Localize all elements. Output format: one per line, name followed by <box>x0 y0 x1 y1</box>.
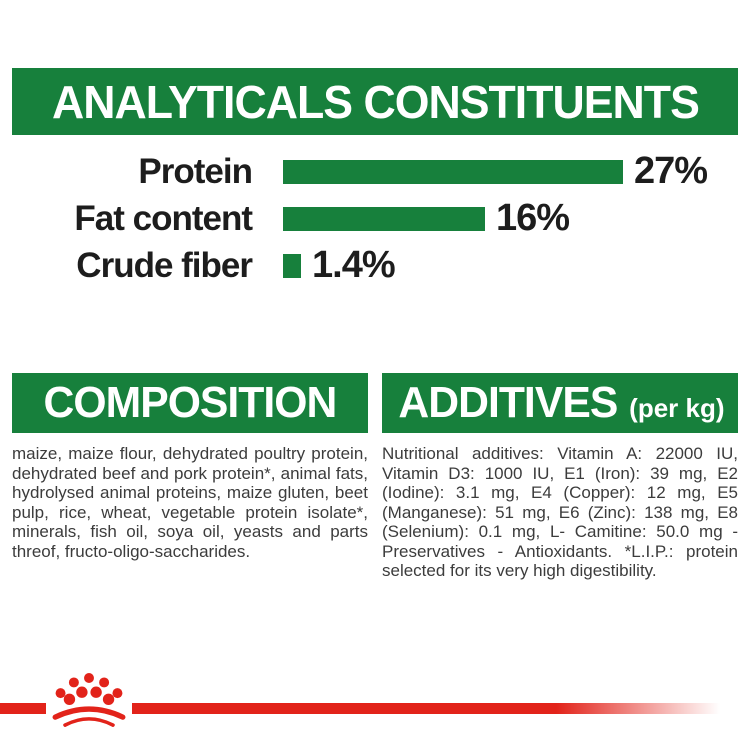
chart-row-crude-fiber: Crude fiber 1.4% <box>12 242 738 289</box>
chart-category-label: Protein <box>138 151 253 191</box>
chart-bar-track <box>283 159 623 184</box>
red-rule-right <box>132 703 738 714</box>
additives-header: ADDITIVES (per kg) <box>382 373 738 433</box>
royal-canin-crown-icon <box>52 673 126 727</box>
fat-content-bar <box>283 206 485 231</box>
chart-row-fat-content: Fat content 16% <box>12 195 738 242</box>
chart-bar-track <box>283 206 485 231</box>
chart-category-label: Fat content <box>74 198 253 238</box>
additives-per-kg-label: (per kg) <box>629 393 725 423</box>
composition-header: COMPOSITION <box>12 373 368 433</box>
chart-value-label: 16% <box>496 197 570 239</box>
analytical-constituents-chart: Protein 27% Fat content 16% Crude fiber … <box>12 148 738 289</box>
composition-text: maize, maize flour, dehydrated poultry p… <box>12 444 368 561</box>
protein-bar <box>283 159 623 184</box>
additives-text: Nutritional additives: Vitamin A: 22000 … <box>382 444 738 580</box>
chart-value-label: 1.4% <box>312 244 396 286</box>
additives-title: ADDITIVES <box>398 378 619 427</box>
analyticals-constituents-title: ANALYTICALS CONSTITUENTS <box>51 75 700 128</box>
crude-fiber-bar <box>283 253 301 278</box>
composition-title: COMPOSITION <box>43 378 338 427</box>
chart-category-label: Crude fiber <box>76 245 253 285</box>
analyticals-constituents-banner: ANALYTICALS CONSTITUENTS <box>12 68 738 135</box>
composition-section: COMPOSITION maize, maize flour, dehydrat… <box>12 373 368 561</box>
chart-bar-track <box>283 253 301 278</box>
chart-row-protein: Protein 27% <box>12 148 738 195</box>
red-rule-left <box>0 703 46 714</box>
brand-footer <box>0 668 750 738</box>
additives-section: ADDITIVES (per kg) Nutritional additives… <box>382 373 738 581</box>
chart-value-label: 27% <box>634 150 708 192</box>
